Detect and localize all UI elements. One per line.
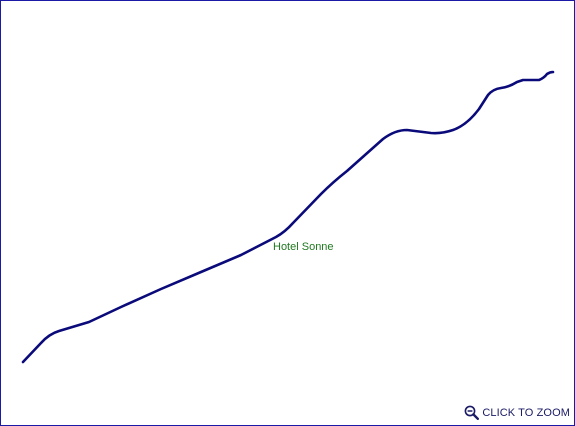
- zoom-button[interactable]: CLICK TO ZOOM: [464, 405, 570, 420]
- place-label-hotel: Hotel Sonne: [273, 241, 334, 253]
- zoom-out-magnifier-icon: [464, 405, 480, 420]
- route-line: [21, 70, 555, 364]
- zoom-label: CLICK TO ZOOM: [482, 406, 570, 419]
